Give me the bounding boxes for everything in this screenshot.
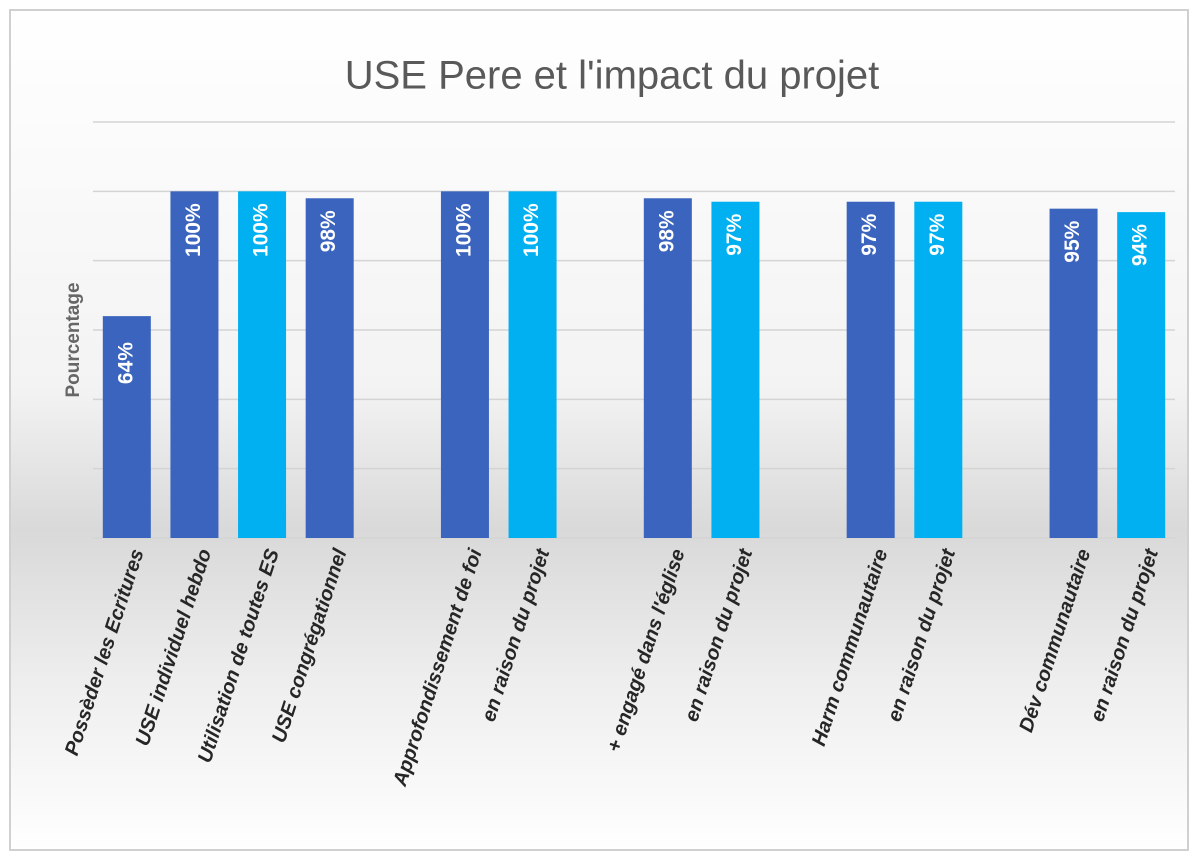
chart-title: USE Pere et l'impact du projet xyxy=(345,54,880,98)
data-label: 100% xyxy=(182,203,205,257)
data-label: 100% xyxy=(250,203,273,257)
data-label: 97% xyxy=(723,213,746,255)
data-label: 94% xyxy=(1129,224,1152,266)
data-label: 98% xyxy=(317,210,340,252)
bar xyxy=(508,191,557,539)
bar xyxy=(711,201,760,538)
data-label: 97% xyxy=(858,213,881,255)
bar xyxy=(440,191,489,539)
bar xyxy=(846,201,895,538)
data-label: 100% xyxy=(452,203,475,257)
bar xyxy=(914,201,963,538)
bar xyxy=(1117,212,1166,538)
bar xyxy=(238,191,287,539)
data-label: 64% xyxy=(114,342,137,384)
data-label: 98% xyxy=(655,210,678,252)
data-label: 100% xyxy=(520,203,543,257)
bar xyxy=(1049,208,1098,538)
bar xyxy=(305,198,354,538)
data-label: 95% xyxy=(1061,220,1084,262)
bar xyxy=(102,316,151,538)
y-axis-label: Pourcentage xyxy=(63,282,84,397)
data-label: 97% xyxy=(926,213,949,255)
bar xyxy=(643,198,692,538)
bar xyxy=(170,191,219,539)
